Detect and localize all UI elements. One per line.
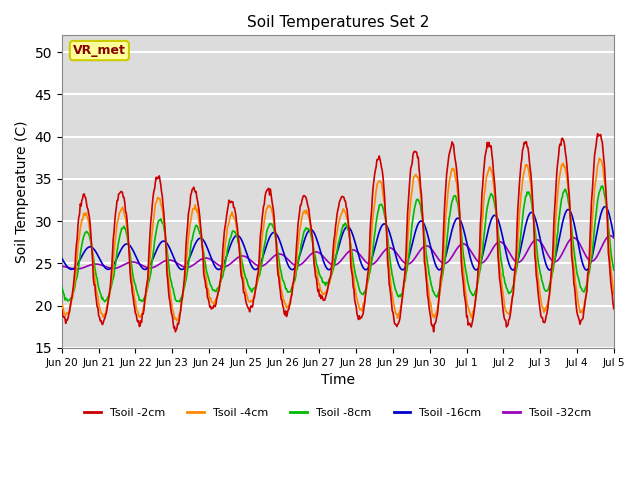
X-axis label: Time: Time <box>321 373 355 387</box>
Legend: Tsoil -2cm, Tsoil -4cm, Tsoil -8cm, Tsoil -16cm, Tsoil -32cm: Tsoil -2cm, Tsoil -4cm, Tsoil -8cm, Tsoi… <box>80 403 596 422</box>
Text: VR_met: VR_met <box>73 44 126 57</box>
Title: Soil Temperatures Set 2: Soil Temperatures Set 2 <box>246 15 429 30</box>
Y-axis label: Soil Temperature (C): Soil Temperature (C) <box>15 120 29 263</box>
